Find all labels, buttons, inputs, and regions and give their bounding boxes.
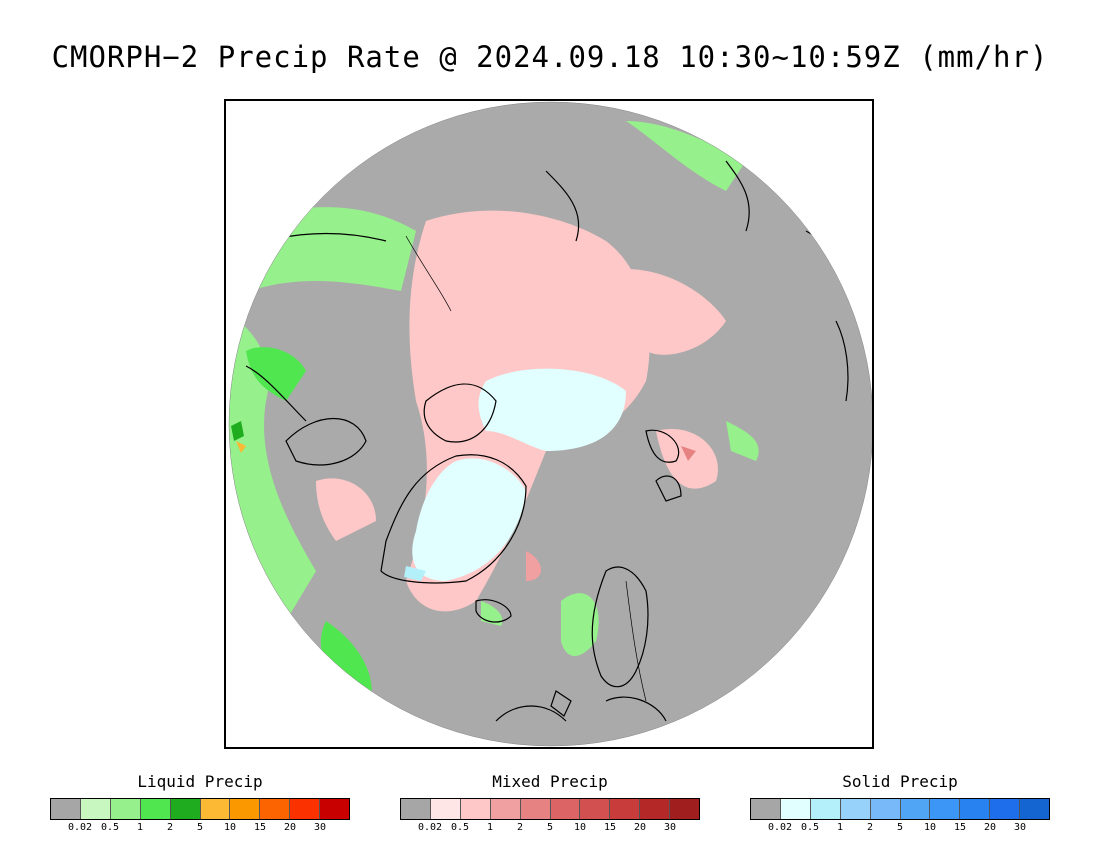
color-swatch xyxy=(320,799,350,819)
color-swatch xyxy=(260,799,291,819)
tick-label: 10 xyxy=(573,822,587,833)
color-swatch xyxy=(520,799,551,819)
map-title: CMORPH−2 Precip Rate @ 2024.09.18 10:30~… xyxy=(51,40,1049,74)
legend-title: Mixed Precip xyxy=(492,772,608,791)
color-swatch xyxy=(401,799,431,819)
color-swatch xyxy=(200,799,231,819)
coastlines xyxy=(245,160,857,722)
tick-label: 2 xyxy=(166,822,174,833)
color-swatch xyxy=(460,799,491,819)
tick-label: 1 xyxy=(486,822,494,833)
color-swatch xyxy=(230,799,261,819)
color-swatch xyxy=(170,799,201,819)
borders xyxy=(405,235,647,702)
tick-labels: 0.02 0.5 1 2 5 10 15 20 30 xyxy=(50,822,350,838)
color-swatch xyxy=(580,799,611,819)
tick-label: 20 xyxy=(633,822,647,833)
tick-label: 1 xyxy=(136,822,144,833)
legend-liquid: Liquid Precip 0.02 0.5 1 2 5 10 15 20 30 xyxy=(50,772,350,838)
color-swatch xyxy=(930,799,961,819)
color-swatch xyxy=(780,799,811,819)
tick-label: 2 xyxy=(866,822,874,833)
tick-label: 0.02 xyxy=(417,822,443,833)
tick-label: 10 xyxy=(923,822,937,833)
color-swatch xyxy=(990,799,1021,819)
color-swatch xyxy=(80,799,111,819)
color-swatch xyxy=(110,799,141,819)
liquid-precip-areas xyxy=(229,121,759,741)
legend-title: Solid Precip xyxy=(842,772,958,791)
tick-label: 15 xyxy=(603,822,617,833)
color-swatch xyxy=(810,799,841,819)
legend-mixed: Mixed Precip 0.02 0.5 1 2 5 10 15 20 30 xyxy=(400,772,700,838)
tick-labels: 0.02 0.5 1 2 5 10 15 20 30 xyxy=(400,822,700,838)
tick-label: 5 xyxy=(196,822,204,833)
tick-label: 1 xyxy=(836,822,844,833)
color-swatch xyxy=(900,799,931,819)
color-swatch xyxy=(751,799,781,819)
tick-label: 0.02 xyxy=(67,822,93,833)
color-swatch xyxy=(870,799,901,819)
tick-label: 0.02 xyxy=(767,822,793,833)
color-bar xyxy=(50,798,350,820)
tick-label: 30 xyxy=(1013,822,1027,833)
color-swatch xyxy=(51,799,81,819)
tick-label: 0.5 xyxy=(450,822,470,833)
tick-label: 0.5 xyxy=(800,822,820,833)
legend-title: Liquid Precip xyxy=(137,772,263,791)
tick-label: 20 xyxy=(283,822,297,833)
tick-label: 15 xyxy=(253,822,267,833)
solid-precip-areas xyxy=(404,368,626,581)
color-bar xyxy=(750,798,1050,820)
tick-label: 5 xyxy=(896,822,904,833)
color-swatch xyxy=(140,799,171,819)
color-bar xyxy=(400,798,700,820)
color-swatch xyxy=(840,799,871,819)
tick-labels: 0.02 0.5 1 2 5 10 15 20 30 xyxy=(750,822,1050,838)
color-swatch xyxy=(490,799,521,819)
tick-label: 10 xyxy=(223,822,237,833)
tick-label: 30 xyxy=(313,822,327,833)
color-swatch xyxy=(640,799,671,819)
color-swatch xyxy=(960,799,991,819)
color-swatch xyxy=(430,799,461,819)
color-swatch xyxy=(290,799,321,819)
color-swatch xyxy=(610,799,641,819)
legend-solid: Solid Precip 0.02 0.5 1 2 5 10 15 20 30 xyxy=(750,772,1050,838)
tick-label: 0.5 xyxy=(100,822,120,833)
color-swatch xyxy=(670,799,700,819)
tick-label: 5 xyxy=(546,822,554,833)
tick-label: 2 xyxy=(516,822,524,833)
color-swatch xyxy=(1020,799,1050,819)
tick-label: 30 xyxy=(663,822,677,833)
tick-label: 20 xyxy=(983,822,997,833)
polar-precip-map xyxy=(228,101,872,747)
color-swatch xyxy=(550,799,581,819)
tick-label: 15 xyxy=(953,822,967,833)
map-frame xyxy=(224,99,874,749)
